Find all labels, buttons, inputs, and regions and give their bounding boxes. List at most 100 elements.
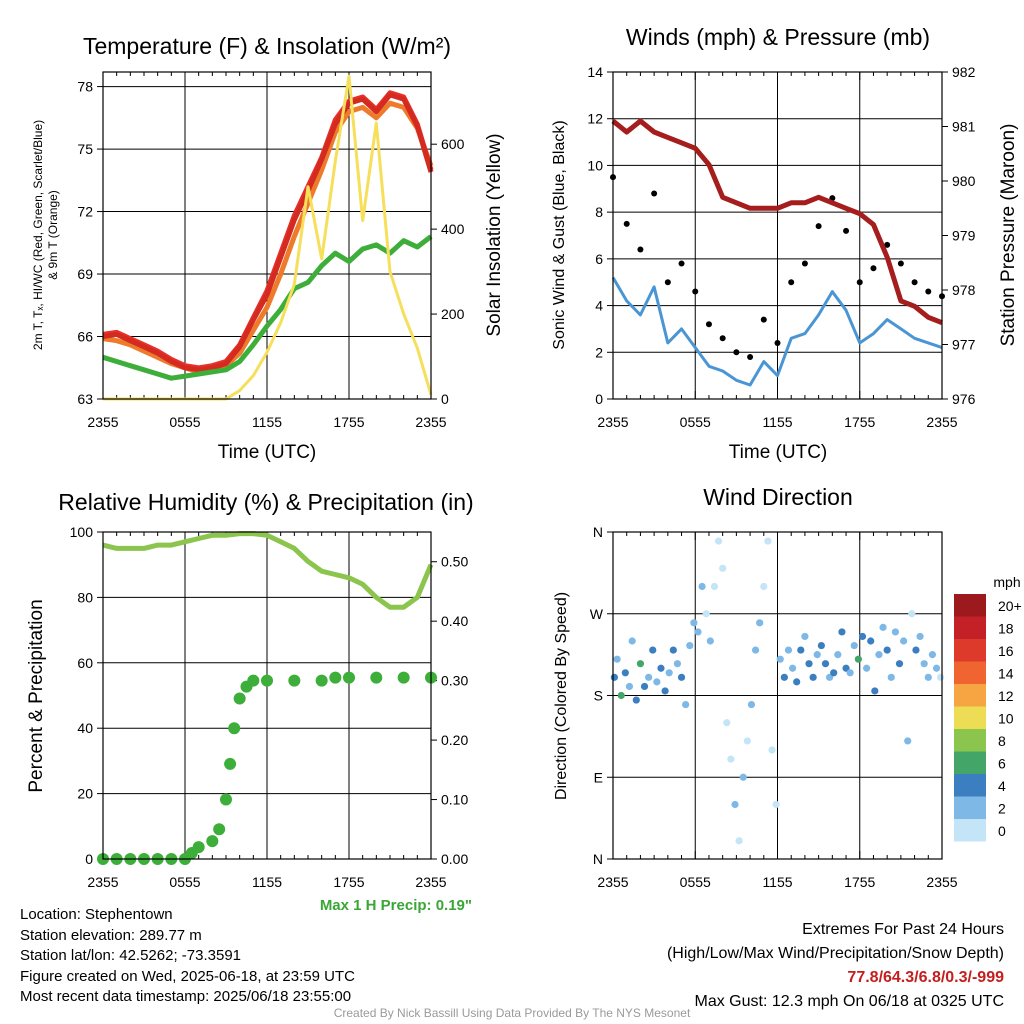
winds-gust-point xyxy=(651,190,658,197)
wind-direction-point xyxy=(863,664,871,672)
temperature-xtick-label: 1755 xyxy=(333,414,364,430)
winds-gust-point xyxy=(925,288,932,295)
humidity-precip-point xyxy=(370,671,383,684)
humidity-xtick-label: 1755 xyxy=(333,874,364,890)
wind-direction-xtick-label: 0555 xyxy=(680,874,711,890)
winds-ytick-label: 12 xyxy=(587,111,603,127)
temperature-ytick-label: 69 xyxy=(77,266,93,282)
wind-direction-point xyxy=(879,623,887,631)
temperature-ytick-label: 63 xyxy=(77,391,93,407)
humidity-precip-point xyxy=(397,671,410,684)
temperature-y2label: Solar Insolation (Yellow) xyxy=(484,133,505,336)
wind-direction-point xyxy=(908,610,916,618)
wind-direction-point xyxy=(617,691,625,700)
wind-direction-point xyxy=(834,651,842,659)
winds-xlabel: Time (UTC) xyxy=(729,442,828,463)
wind-direction-point xyxy=(653,678,661,686)
wind-direction-point xyxy=(776,655,784,663)
winds-gust-point xyxy=(733,349,740,356)
temperature-y2tick-label: 600 xyxy=(441,136,465,152)
winds-gust-point xyxy=(692,288,699,295)
winds-gust-point xyxy=(747,353,754,360)
humidity-xtick-label: 2355 xyxy=(415,874,446,890)
wind-direction-point xyxy=(887,673,895,681)
wind-direction-point xyxy=(649,646,657,654)
wind-direction-point xyxy=(928,651,937,659)
wind-direction-point xyxy=(900,637,908,645)
wind-direction-point xyxy=(830,669,838,677)
winds-ylabel: Sonic Wind & Gust (Blue, Black) xyxy=(551,120,568,349)
wind-direction-point xyxy=(731,800,739,809)
wind-direction-point xyxy=(793,678,801,686)
winds-ytick-label: 8 xyxy=(595,204,603,220)
winds-gust-point xyxy=(788,279,795,286)
winds-gust-point xyxy=(664,279,671,286)
winds-ytick-label: 0 xyxy=(595,391,603,407)
wind-direction-point xyxy=(677,673,686,681)
humidity-precip-point xyxy=(192,841,205,854)
wind-direction-point xyxy=(739,773,747,781)
wind-direction-ytick-label: N xyxy=(593,851,603,867)
winds-gust-point xyxy=(774,339,781,346)
speed-legend-label: 8 xyxy=(998,733,1006,749)
wind-direction-point xyxy=(920,660,928,668)
wind-direction-point xyxy=(772,800,780,809)
wind-direction-point xyxy=(673,660,682,668)
speed-legend-label: 20+ xyxy=(998,598,1022,614)
wind-direction-point xyxy=(719,564,727,572)
winds-panel: Winds (mph) & Pressure (mb) Time (UTC) S… xyxy=(551,24,1019,463)
wind-direction-point xyxy=(809,673,817,681)
wind-direction-point xyxy=(706,637,714,645)
humidity-ytick-label: 100 xyxy=(70,524,94,540)
winds-y2tick-label: 979 xyxy=(952,228,976,244)
wind-direction-point xyxy=(904,737,912,745)
winds-y2tick-label: 977 xyxy=(952,337,976,353)
humidity-y2tick-label: 0.20 xyxy=(441,732,468,748)
winds-xtick-label: 2355 xyxy=(597,414,628,430)
speed-legend-swatch xyxy=(954,751,986,774)
wind-direction-ytick-label: N xyxy=(593,524,603,540)
speed-legend-label: 4 xyxy=(998,778,1006,794)
winds-title: Winds (mph) & Pressure (mb) xyxy=(626,24,930,50)
humidity-precip-point xyxy=(206,835,219,848)
station-location: Location: Stephentown xyxy=(20,906,173,923)
wind-direction-point xyxy=(780,673,788,681)
temperature-y2tick-label: 0 xyxy=(441,391,449,407)
winds-gust-point xyxy=(843,227,850,234)
humidity-frame xyxy=(102,531,432,860)
winds-frame xyxy=(612,71,943,400)
wind-direction-xtick-label: 2355 xyxy=(597,874,628,890)
extremes-subtitle: (High/Low/Max Wind/Precipitation/Snow De… xyxy=(666,945,1004,962)
wind-direction-point xyxy=(883,646,891,654)
winds-ytick-label: 14 xyxy=(587,64,603,80)
speed-legend-swatch xyxy=(954,594,986,617)
wind-direction-point xyxy=(751,646,760,654)
speed-legend-swatch xyxy=(954,661,986,684)
wind-direction-point xyxy=(665,669,673,677)
wind-direction-point xyxy=(682,700,690,709)
winds-xtick-label: 2355 xyxy=(926,414,957,430)
temperature-xtick-label: 2355 xyxy=(415,414,446,430)
extremes-block: Extremes For Past 24 Hours (High/Low/Max… xyxy=(667,918,1004,1014)
wind-direction-point xyxy=(924,673,932,681)
winds-gust-point xyxy=(911,279,918,286)
speed-legend-swatch xyxy=(954,706,986,729)
speed-legend-label: 12 xyxy=(998,688,1014,704)
winds-gust-point xyxy=(705,321,712,328)
wind-direction-point xyxy=(640,682,649,691)
winds-gust-point xyxy=(856,279,863,286)
humidity-ytick-label: 40 xyxy=(77,720,93,736)
temperature-xtick-label: 2355 xyxy=(87,414,118,430)
wind-direction-xtick-label: 1755 xyxy=(844,874,875,890)
max-precip-annotation: Max 1 H Precip: 0.19" xyxy=(320,897,472,914)
wind-direction-point xyxy=(743,737,751,745)
humidity-y2tick-label: 0.10 xyxy=(441,792,468,808)
wind-direction-point xyxy=(628,637,636,645)
winds-ytick-label: 2 xyxy=(595,344,603,360)
wind-direction-panel: Wind Direction Direction (Colored By Spe… xyxy=(553,484,1022,890)
winds-gust-point xyxy=(815,223,822,230)
speed-legend-label: 14 xyxy=(998,666,1014,682)
speed-legend-swatch xyxy=(954,729,986,752)
temperature-ylabel-line1: 2m T, Tₓ, HI/WC (Red, Green, Scarlet/Blu… xyxy=(31,120,45,350)
wind-direction-point xyxy=(661,687,669,695)
